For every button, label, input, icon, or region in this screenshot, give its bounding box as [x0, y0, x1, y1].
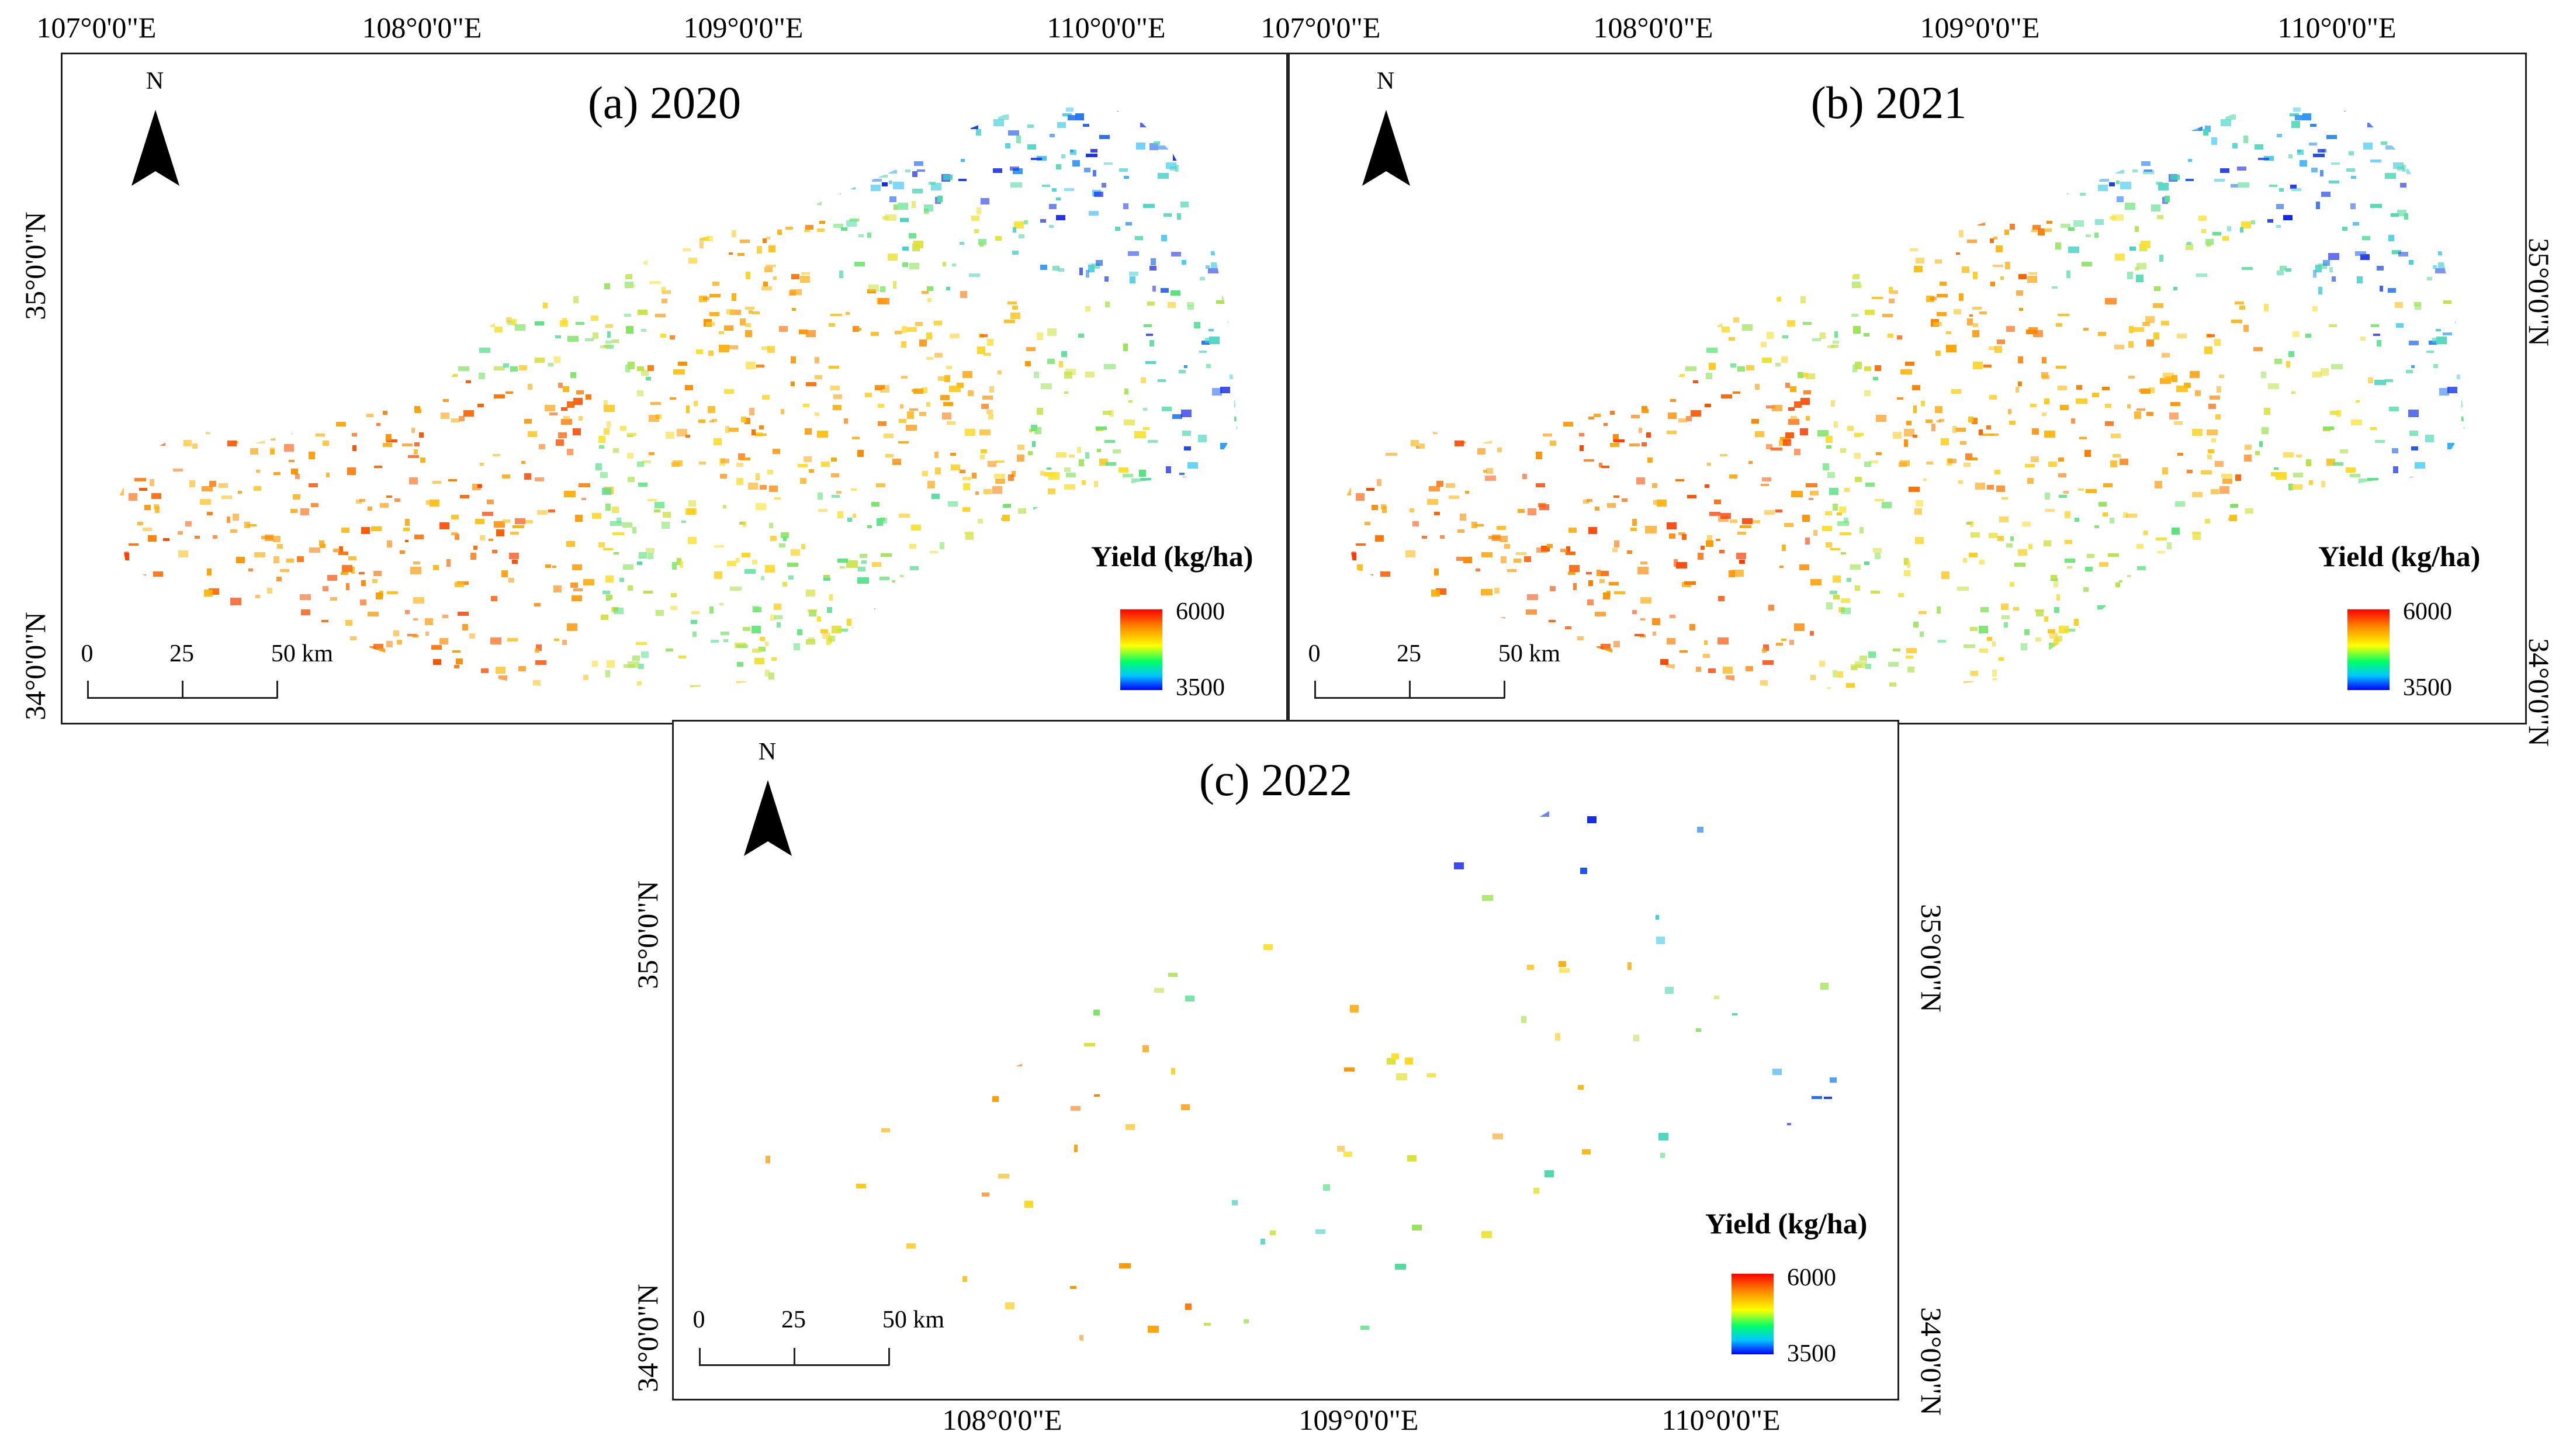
- legend-min: 3500: [1787, 1340, 1836, 1367]
- north-label: N: [146, 68, 164, 95]
- lon-label: 110°0'0"E: [1661, 1403, 1781, 1436]
- lon-label: 108°0'0"E: [362, 11, 482, 44]
- lon-label: 107°0'0"E: [36, 11, 157, 44]
- lon-label: 109°0'0"E: [1298, 1403, 1419, 1436]
- lon-label: 107°0'0"E: [1261, 11, 1381, 44]
- legend-max: 6000: [1176, 598, 1225, 625]
- lat-label: 35°0'0"N: [631, 880, 664, 989]
- scale-label: 0: [81, 640, 94, 667]
- north-arrow-icon: [131, 110, 179, 186]
- yield-map: [115, 101, 1237, 691]
- legend-min: 3500: [1176, 674, 1225, 701]
- scale-tick: [699, 1348, 701, 1365]
- scale-label: 0: [692, 1306, 705, 1333]
- lat-label: 34°0'0"N: [1915, 1307, 1948, 1416]
- lat-label: 35°0'0"N: [19, 212, 51, 320]
- scale-tick: [1504, 681, 1505, 698]
- scale-label: 25: [169, 640, 194, 667]
- map-panel-2020: (a) 2020 N Yield (kg/ha) 6000 3500 0 25 …: [61, 53, 1288, 724]
- legend-max: 6000: [2403, 598, 2452, 625]
- legend-min: 3500: [2403, 674, 2452, 701]
- lat-label: 34°0'0"N: [19, 612, 51, 720]
- legend-colorbar: [2347, 609, 2390, 690]
- scale-label: 25: [1397, 640, 1421, 667]
- panel-title: (c) 2022: [1199, 754, 1353, 805]
- north-label: N: [1376, 68, 1395, 95]
- legend-title: Yield (kg/ha): [1091, 540, 1253, 573]
- lon-label: 109°0'0"E: [1920, 11, 2040, 44]
- scale-tick: [182, 681, 183, 698]
- panel-title: (b) 2021: [1810, 77, 1967, 128]
- legend-colorbar: [1732, 1274, 1774, 1354]
- scale-tick: [276, 681, 278, 698]
- scale-label: 50 km: [271, 640, 334, 667]
- lat-label: 35°0'0"N: [2523, 238, 2555, 346]
- lat-label: 34°0'0"N: [631, 1284, 664, 1392]
- scale-tick: [888, 1348, 890, 1365]
- scale-tick: [1409, 681, 1411, 698]
- scale-label: 50 km: [882, 1306, 945, 1333]
- scale-label: 0: [1308, 640, 1321, 667]
- legend-title: Yield (kg/ha): [1705, 1207, 1868, 1240]
- lon-label: 110°0'0"E: [2277, 11, 2397, 44]
- panel-title: (a) 2020: [587, 77, 742, 128]
- scale-tick: [1314, 681, 1316, 698]
- scale-tick: [794, 1348, 795, 1365]
- scale-label: 50 km: [1498, 640, 1561, 667]
- lon-label: 108°0'0"E: [942, 1403, 1062, 1436]
- legend-max: 6000: [1787, 1264, 1836, 1291]
- legend-title: Yield (kg/ha): [2318, 540, 2481, 573]
- scale-label: 25: [781, 1306, 806, 1333]
- lon-label: 110°0'0"E: [1047, 11, 1166, 44]
- yield-map: [726, 770, 1848, 1358]
- scale-tick: [87, 681, 89, 698]
- lat-label: 35°0'0"N: [1915, 904, 1948, 1013]
- north-arrow-icon: [1362, 110, 1410, 186]
- legend-colorbar: [1120, 609, 1162, 690]
- yield-map: [1342, 101, 2464, 691]
- lon-label: 108°0'0"E: [1593, 11, 1713, 44]
- lon-label: 109°0'0"E: [683, 11, 804, 44]
- map-panel-2022: (c) 2022 N Yield (kg/ha) 6000 3500 0 25 …: [672, 720, 1899, 1400]
- lat-label: 34°0'0"N: [2523, 638, 2555, 747]
- map-panel-2021: (b) 2021 N Yield (kg/ha) 6000 3500 0 25 …: [1288, 53, 2527, 724]
- north-label: N: [758, 739, 777, 765]
- north-arrow-icon: [744, 780, 792, 856]
